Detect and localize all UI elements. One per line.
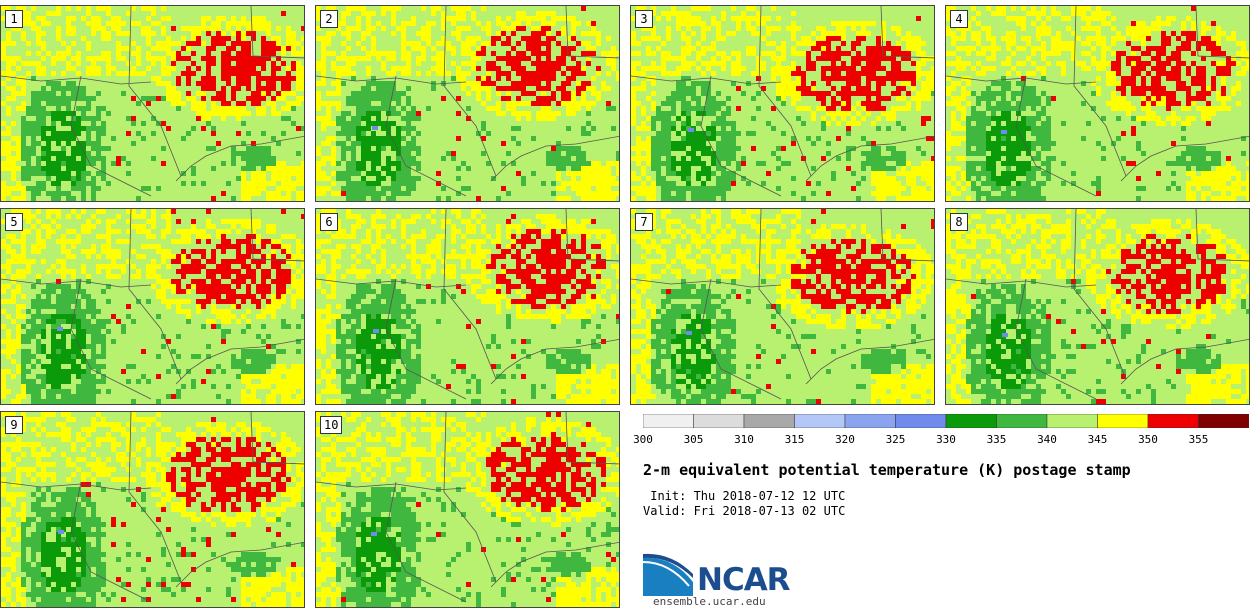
colorbar-segment: [945, 414, 997, 428]
colorbar-segment: [743, 414, 795, 428]
colorbar-tick-label: 330: [936, 433, 956, 446]
colorbar-segment: [1046, 414, 1098, 428]
member-panel: 3: [630, 5, 935, 202]
member-panel: 7: [630, 208, 935, 405]
colorbar-segment: [1147, 414, 1199, 428]
member-number-label: 4: [950, 10, 968, 28]
logo-text: NCAR: [697, 562, 791, 598]
colorbar-segment: [693, 414, 745, 428]
colorbar-tick-label: 305: [683, 433, 704, 446]
member-number-label: 1: [5, 10, 23, 28]
colorbar-tick-label: 355: [1188, 433, 1209, 446]
member-number-label: 9: [5, 416, 23, 434]
figure-title: 2-m equivalent potential temperature (K)…: [643, 461, 1131, 479]
theta-e-field-map: [946, 209, 1249, 404]
theta-e-field-map: [1, 209, 304, 404]
init-time: Init: Thu 2018-07-12 12 UTC: [643, 489, 846, 503]
member-panel: 6: [315, 208, 620, 405]
member-number-label: 7: [635, 213, 653, 231]
colorbar-segment: [895, 414, 947, 428]
member-number-label: 3: [635, 10, 653, 28]
colorbar-tick-label: 300: [633, 433, 653, 446]
member-number-label: 10: [320, 416, 343, 434]
colorbar-tick-label: 335: [986, 433, 1007, 446]
member-panel: 1: [0, 5, 305, 202]
member-panel: 2: [315, 5, 620, 202]
colorbar-tick-label: 325: [885, 433, 906, 446]
member-panel: 8: [945, 208, 1250, 405]
ncar-logo-icon: [643, 553, 693, 596]
member-number-label: 5: [5, 213, 23, 231]
colorbar-tick-label: 310: [734, 433, 754, 446]
theta-e-field-map: [1, 6, 304, 201]
theta-e-field-map: [946, 6, 1249, 201]
member-panel: 4: [945, 5, 1250, 202]
colorbar-segment: [996, 414, 1048, 428]
colorbar-segment: [794, 414, 846, 428]
theta-e-field-map: [1, 412, 304, 607]
member-panel: 10: [315, 411, 620, 608]
colorbar-segment: [844, 414, 896, 428]
colorbar-tick-label: 350: [1138, 433, 1158, 446]
colorbar-segment: [1198, 414, 1249, 428]
member-panel: 9: [0, 411, 305, 608]
colorbar: [643, 414, 1249, 428]
colorbar-tick-label: 315: [784, 433, 805, 446]
member-panel: 5: [0, 208, 305, 405]
colorbar-segment: [1097, 414, 1149, 428]
member-number-label: 2: [320, 10, 338, 28]
theta-e-field-map: [316, 6, 619, 201]
logo-url: ensemble.ucar.edu: [653, 595, 766, 608]
colorbar-tick-label: 345: [1087, 433, 1108, 446]
member-number-label: 8: [950, 213, 968, 231]
valid-time: Valid: Fri 2018-07-13 02 UTC: [643, 504, 846, 518]
colorbar-tick-label: 340: [1037, 433, 1057, 446]
theta-e-field-map: [316, 412, 619, 607]
theta-e-field-map: [631, 6, 934, 201]
member-number-label: 6: [320, 213, 338, 231]
colorbar-segment: [643, 414, 694, 428]
colorbar-tick-label: 320: [835, 433, 855, 446]
theta-e-field-map: [316, 209, 619, 404]
theta-e-field-map: [631, 209, 934, 404]
